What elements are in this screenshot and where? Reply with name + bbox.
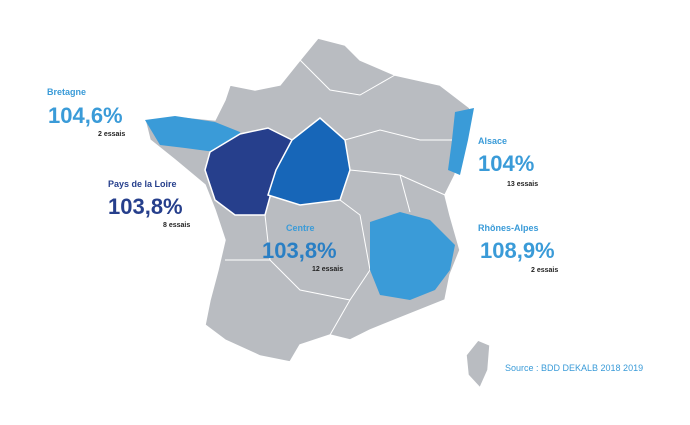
region-rhone-alpes — [370, 212, 455, 300]
region-centre — [267, 117, 351, 206]
corsica — [465, 339, 491, 390]
region-value: 103,8% — [262, 238, 337, 263]
region-alsace — [448, 108, 474, 175]
region-name: Bretagne — [47, 87, 86, 97]
region-bretagne — [145, 116, 245, 152]
region-trials: 2 essais — [531, 267, 558, 274]
region-trials: 12 essais — [312, 266, 343, 273]
region-name: Rhônes-Alpes — [478, 223, 539, 233]
region-value: 108,9% — [480, 238, 555, 263]
region-name: Alsace — [478, 136, 507, 146]
region-trials: 2 essais — [98, 131, 125, 138]
region-trials: 13 essais — [507, 181, 538, 188]
region-value: 103,8% — [108, 194, 183, 219]
region-name: Centre — [286, 223, 315, 233]
region-name: Pays de la Loire — [108, 179, 177, 189]
region-value: 104% — [478, 151, 534, 176]
region-trials: 8 essais — [163, 222, 190, 229]
source: Source : BDD DEKALB 2018 2019 — [505, 363, 643, 373]
region-value: 104,6% — [48, 103, 123, 128]
